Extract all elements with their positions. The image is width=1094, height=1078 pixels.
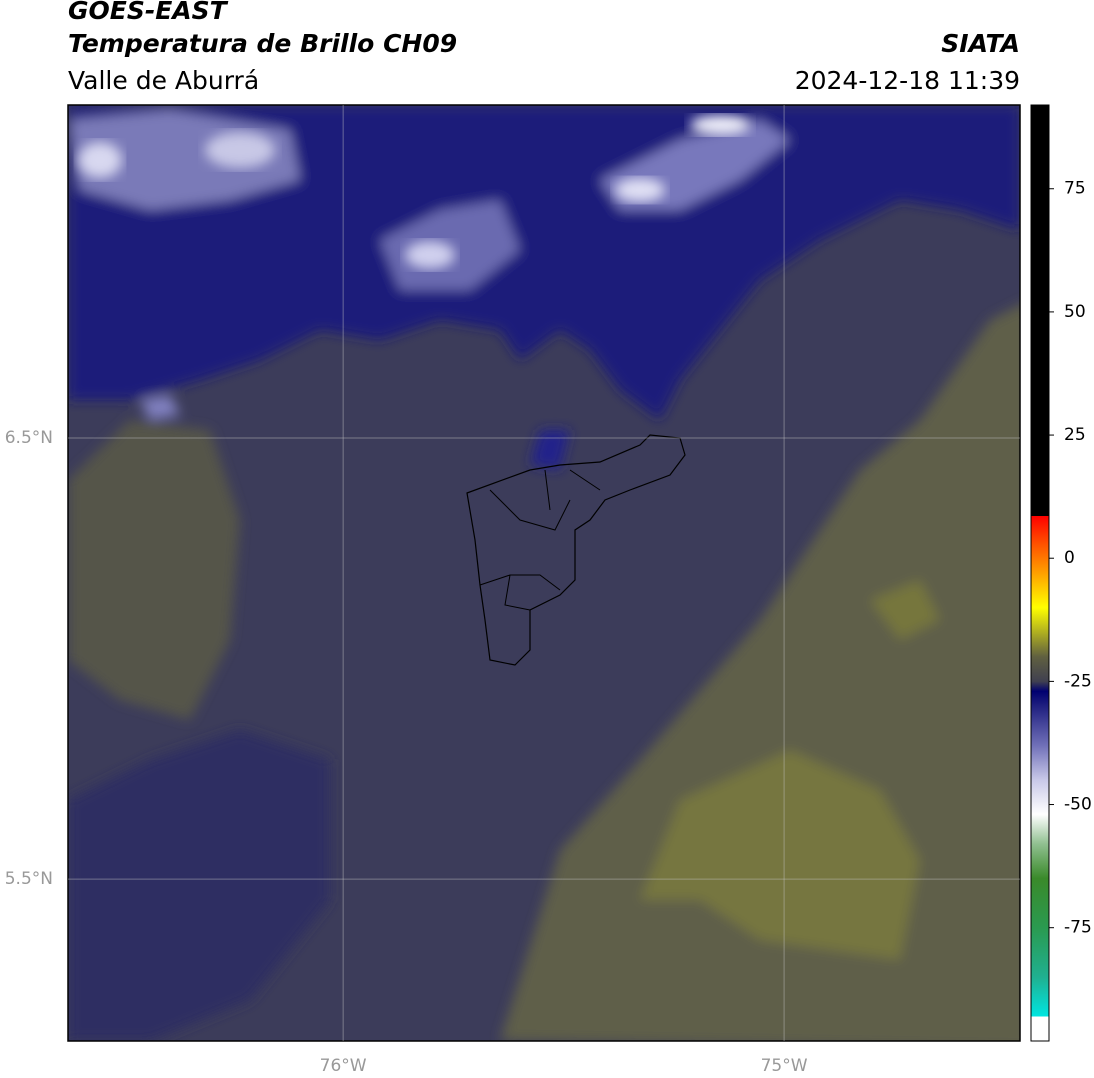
colorbar-tick-label: 50 — [1064, 302, 1086, 322]
datetime: 2024-12-18 11:39 — [795, 66, 1020, 95]
colorbar-tick-label: -50 — [1064, 795, 1092, 815]
map-frame — [67, 104, 1021, 1042]
colorbar-tick-label: 75 — [1064, 179, 1086, 199]
municipality-borders — [479, 469, 601, 611]
lon-label: 75°W — [761, 1056, 808, 1076]
lat-label: 5.5°N — [5, 869, 53, 889]
title: GOES-EAST — [68, 0, 229, 25]
colorbar — [1030, 104, 1050, 1042]
source: SIATA — [941, 29, 1020, 58]
region: Valle de Aburrá — [68, 66, 259, 95]
colorbar-tick-label: 0 — [1064, 548, 1075, 568]
subtitle: Temperatura de Brillo CH09 — [68, 29, 457, 58]
lon-label: 76°W — [320, 1056, 367, 1076]
colorbar-tick-label: -25 — [1064, 671, 1092, 691]
colorbar-tick-label: 25 — [1064, 425, 1086, 445]
map-image — [68, 105, 1020, 1041]
valley-outline — [466, 434, 686, 666]
colorbar-tick-label: -75 — [1064, 918, 1092, 938]
lat-label: 6.5°N — [5, 428, 53, 448]
